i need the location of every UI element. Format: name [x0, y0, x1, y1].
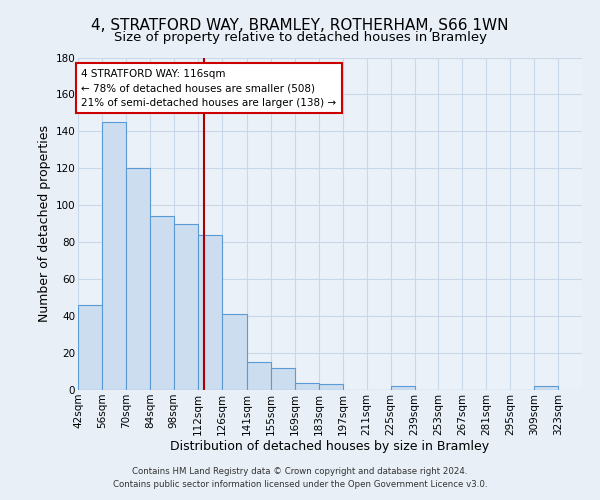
Text: Size of property relative to detached houses in Bramley: Size of property relative to detached ho…: [113, 31, 487, 44]
Bar: [247, 362, 271, 390]
Bar: [78, 305, 102, 390]
Bar: [102, 122, 126, 390]
Bar: [150, 216, 173, 390]
Y-axis label: Number of detached properties: Number of detached properties: [38, 125, 52, 322]
Bar: [197, 235, 221, 390]
Bar: [126, 168, 150, 390]
Text: 4 STRATFORD WAY: 116sqm
← 78% of detached houses are smaller (508)
21% of semi-d: 4 STRATFORD WAY: 116sqm ← 78% of detache…: [82, 68, 337, 108]
Text: 4, STRATFORD WAY, BRAMLEY, ROTHERHAM, S66 1WN: 4, STRATFORD WAY, BRAMLEY, ROTHERHAM, S6…: [91, 18, 509, 32]
Bar: [319, 384, 343, 390]
Text: Contains HM Land Registry data © Crown copyright and database right 2024.
Contai: Contains HM Land Registry data © Crown c…: [113, 468, 487, 489]
Bar: [295, 382, 319, 390]
Bar: [173, 224, 197, 390]
Bar: [534, 386, 558, 390]
Bar: [271, 368, 295, 390]
Bar: [221, 314, 247, 390]
X-axis label: Distribution of detached houses by size in Bramley: Distribution of detached houses by size …: [170, 440, 490, 454]
Bar: [391, 386, 415, 390]
